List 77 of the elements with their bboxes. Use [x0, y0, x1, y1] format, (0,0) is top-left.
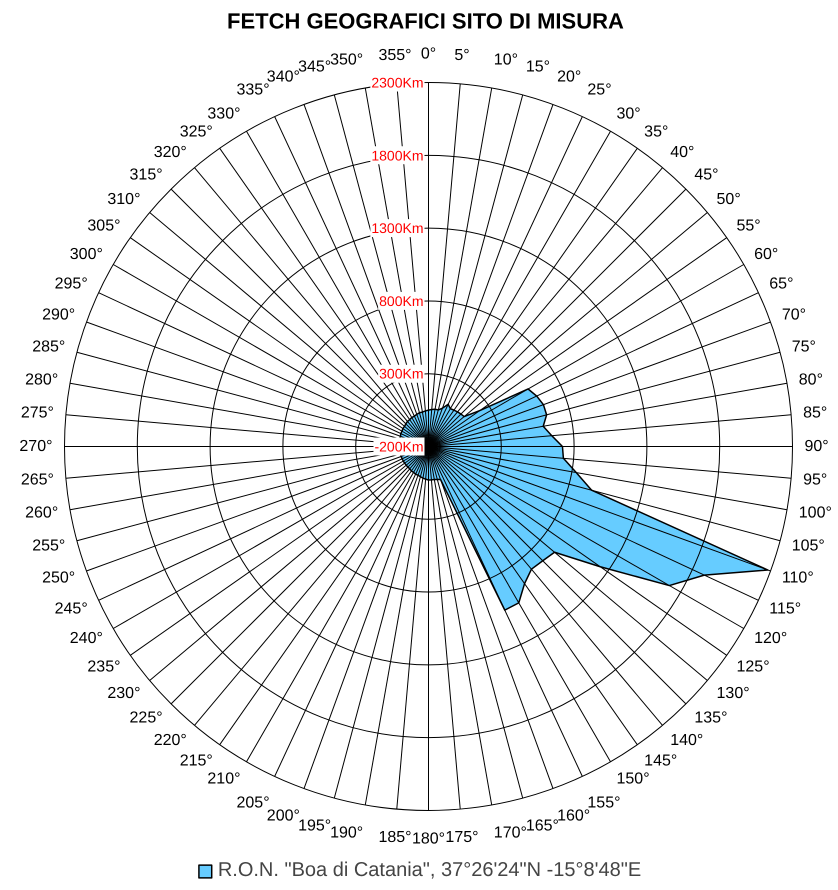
spoke-label: 250°	[42, 569, 76, 586]
y-tick-label: -200Km	[374, 438, 424, 454]
spoke-label: 345°	[298, 58, 332, 76]
spoke-label: 355°	[378, 46, 412, 64]
spoke-label: 225°	[130, 710, 163, 727]
spoke-label: 325°	[180, 123, 213, 140]
spoke-label: 0°	[420, 46, 436, 62]
spoke-label: 310°	[107, 191, 140, 208]
spoke-label: 25°	[587, 81, 612, 98]
spoke-label: 350°	[330, 51, 364, 68]
spoke-label: 100°	[798, 504, 832, 522]
spoke-label: 160°	[557, 807, 590, 824]
spoke-label: 280°	[25, 371, 58, 388]
spoke-label: 135°	[694, 710, 728, 727]
spoke-label: 95°	[803, 471, 828, 488]
spoke-label: 290°	[42, 306, 76, 324]
spoke-label: 10°	[494, 51, 518, 68]
spoke-label: 90°	[804, 438, 829, 455]
spoke-label: 285°	[32, 338, 66, 356]
spoke-label: 175°	[445, 829, 479, 846]
spoke-label: 45°	[694, 166, 719, 184]
spoke-label: 165°	[526, 817, 559, 834]
spoke-label: 200°	[266, 807, 300, 824]
spoke-label: 335°	[236, 81, 270, 98]
spoke-label: 220°	[154, 732, 187, 750]
chart-title: FETCH GEOGRAFICI SITO DI MISURA	[227, 8, 624, 34]
spoke-label: 120°	[754, 630, 788, 647]
spoke-label: 55°	[736, 218, 761, 235]
spoke-label: 295°	[54, 276, 88, 293]
spoke-label: 110°	[782, 569, 814, 586]
spoke-label: 210°	[207, 770, 240, 788]
spoke-label: 235°	[87, 658, 120, 676]
spoke-label: 80°	[798, 371, 823, 388]
spoke-label: 315°	[130, 166, 163, 184]
spoke-label: 125°	[736, 658, 770, 676]
spoke-label: 65°	[769, 276, 794, 293]
spoke-label: 150°	[616, 770, 650, 788]
spoke-label: 115°	[769, 600, 802, 618]
spoke-label: 130°	[716, 684, 750, 702]
y-tick-label: 1300Km	[371, 220, 424, 236]
spoke-label: 5°	[454, 46, 470, 64]
y-tick-label: 300Km	[379, 366, 424, 382]
spoke-label: 85°	[803, 404, 828, 422]
spoke-label: 260°	[25, 504, 58, 522]
y-tick-label: 2300Km	[371, 74, 424, 90]
spoke-label: 305°	[87, 218, 120, 235]
spoke-label: 270°	[19, 438, 52, 455]
spoke-label: 75°	[792, 338, 816, 356]
spoke-label: 15°	[526, 58, 550, 76]
spoke-label: 195°	[298, 817, 332, 834]
legend-label: R.O.N. "Boa di Catania", 37°26'24"N -15°8'48"E	[218, 859, 642, 882]
spoke-label: 20°	[557, 68, 582, 86]
spoke-label: 245°	[54, 600, 88, 618]
spoke-label: 35°	[644, 123, 668, 140]
y-tick-label: 1800Km	[371, 147, 424, 164]
spoke-label: 60°	[754, 246, 778, 263]
spoke-label: 30°	[616, 105, 641, 122]
spoke-label: 40°	[670, 144, 694, 161]
spoke-label: 185°	[378, 829, 412, 846]
spoke-label: 180°	[412, 830, 446, 848]
spoke-label: 140°	[670, 732, 704, 750]
spoke-label: 50°	[716, 191, 741, 208]
spoke-label: 170°	[494, 824, 527, 842]
spoke-label: 265°	[20, 471, 54, 488]
spoke-label: 330°	[207, 105, 240, 122]
spoke-label: 215°	[180, 752, 213, 770]
spoke-label: 255°	[32, 537, 66, 554]
spoke-label: 320°	[154, 144, 187, 161]
spoke-label: 70°	[782, 306, 806, 324]
y-tick-label: 800Km	[379, 292, 424, 309]
spoke-label: 275°	[20, 404, 54, 422]
spoke-label: 145°	[644, 752, 678, 770]
spoke-label: 240°	[70, 630, 103, 647]
spoke-label: 230°	[107, 684, 140, 702]
spoke-label: 105°	[792, 537, 825, 554]
spoke-label: 300°	[70, 246, 103, 263]
spoke-label: 190°	[330, 824, 364, 842]
